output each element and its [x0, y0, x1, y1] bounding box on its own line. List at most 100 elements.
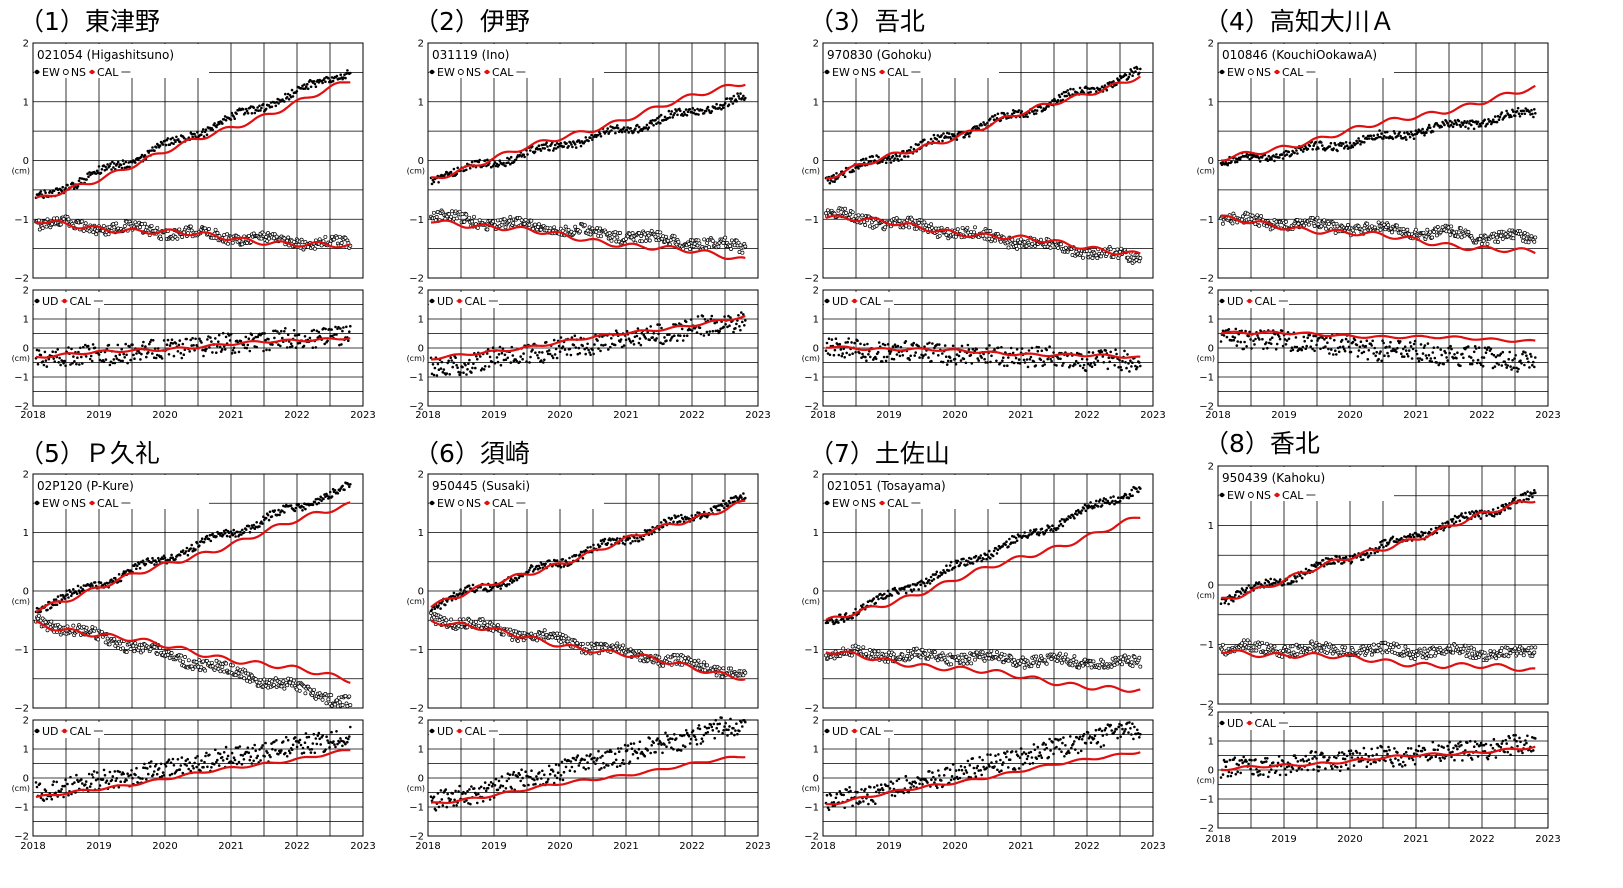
- ew-point: [996, 112, 1000, 116]
- ns-point: [45, 217, 50, 222]
- ud-point: [1258, 338, 1261, 341]
- ud-point: [1261, 337, 1264, 341]
- legend-marker-hollow: [62, 500, 69, 506]
- ud-point: [635, 334, 639, 338]
- ns-point: [133, 641, 138, 646]
- y-unit-label: (cm): [407, 167, 425, 176]
- ew-point: [832, 173, 835, 177]
- ud-point: [119, 359, 122, 363]
- ns-point: [462, 219, 467, 224]
- ud-point: [1125, 366, 1128, 370]
- x-tick-label: 2020: [1337, 410, 1362, 421]
- ud-point: [62, 795, 65, 799]
- ud-point: [1523, 363, 1526, 367]
- ud-point: [317, 330, 321, 334]
- y-unit-label: (cm): [802, 167, 820, 176]
- ud-point: [278, 332, 281, 335]
- ew-point: [1230, 160, 1233, 164]
- ew-point: [1467, 127, 1470, 130]
- ew-point: [477, 160, 481, 164]
- ew-point: [202, 540, 206, 544]
- ud-point: [294, 346, 298, 350]
- ew-point: [607, 132, 610, 135]
- ew-point: [1405, 138, 1408, 141]
- ud-point: [293, 334, 297, 337]
- ew-point: [498, 159, 502, 162]
- ud-point: [268, 348, 271, 352]
- ns-point: [477, 218, 482, 223]
- ew-point: [150, 149, 153, 152]
- ud-point: [1462, 356, 1465, 360]
- ud-point: [281, 336, 284, 340]
- ud-point: [1475, 361, 1479, 365]
- ew-point: [242, 531, 246, 534]
- ud-point: [138, 351, 141, 355]
- station-label: 010846 (KouchiOokawaA): [1222, 48, 1377, 62]
- ud-point: [536, 354, 539, 357]
- ew-point: [667, 109, 671, 113]
- ud-point: [1006, 364, 1009, 368]
- ud-point: [1023, 361, 1027, 364]
- ud-point: [118, 770, 121, 774]
- ew-point: [286, 92, 290, 96]
- ew-point: [546, 145, 549, 148]
- ns-point: [692, 241, 697, 246]
- ew-point: [164, 143, 168, 147]
- ud-point: [205, 347, 208, 351]
- x-tick-label: 2021: [218, 410, 243, 421]
- ud-point: [1383, 354, 1386, 358]
- ud-point: [1328, 352, 1331, 355]
- ud-point: [592, 352, 595, 356]
- ud-point: [39, 353, 43, 357]
- ud-point: [474, 366, 477, 370]
- ud-point: [824, 349, 828, 353]
- ns-point: [107, 642, 112, 647]
- ns-point: [91, 230, 96, 235]
- ew-point: [1532, 115, 1535, 119]
- ew-point: [871, 155, 875, 158]
- ew-point: [151, 146, 154, 149]
- legend-label-ud: UD: [437, 295, 454, 308]
- ew-point: [1393, 132, 1397, 135]
- y-tick-label: −1: [1199, 215, 1214, 226]
- ew-point: [506, 156, 509, 160]
- ud-point: [847, 337, 850, 340]
- ns-point: [66, 217, 71, 222]
- y-tick-label: 0: [23, 774, 29, 785]
- ud-point: [911, 344, 914, 347]
- ew-point: [79, 586, 83, 589]
- ew-point: [143, 154, 147, 157]
- ew-point: [1328, 145, 1332, 148]
- ns-point: [247, 233, 251, 238]
- ud-point: [1329, 336, 1332, 340]
- ud-point: [1245, 345, 1248, 348]
- ew-point: [155, 146, 158, 149]
- ud-point: [1474, 347, 1478, 350]
- ud-point: [228, 339, 232, 342]
- ns-point: [1421, 230, 1426, 235]
- ud-point: [431, 363, 435, 366]
- ud-point: [253, 345, 256, 348]
- ns-point: [324, 701, 329, 706]
- ew-point: [514, 158, 518, 161]
- ud-point: [1447, 346, 1450, 350]
- ew-point: [1470, 123, 1473, 127]
- ud-point: [838, 342, 842, 346]
- ud-point: [977, 359, 980, 362]
- ns-point: [1401, 227, 1406, 232]
- ew-point: [245, 109, 249, 113]
- ew-point: [692, 111, 695, 115]
- ew-point: [675, 109, 678, 113]
- ew-point: [509, 155, 513, 159]
- ew-point: [128, 165, 131, 169]
- ud-point: [1367, 349, 1371, 352]
- legend-label-ud: UD: [42, 295, 59, 308]
- ud-point: [52, 780, 55, 783]
- ud-point: [248, 349, 252, 353]
- ud-point: [71, 361, 74, 365]
- ns-point: [343, 236, 348, 240]
- ew-point: [828, 181, 832, 185]
- legend-marker-filled: [824, 298, 830, 304]
- ud-point: [1446, 359, 1449, 362]
